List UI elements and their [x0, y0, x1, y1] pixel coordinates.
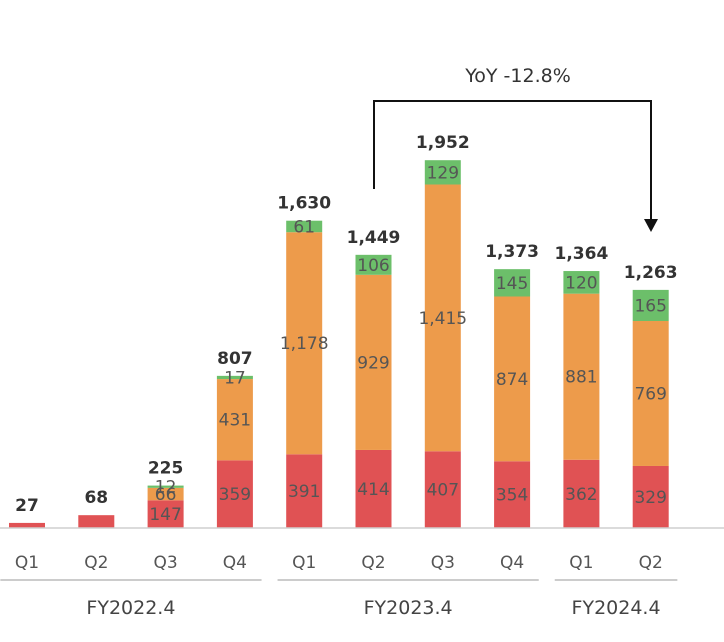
total-label-3: 807: [217, 349, 253, 369]
segment-label-green-3: 17: [224, 368, 246, 388]
fiscal-year-groups: FY2022.4 FY2023.4 FY2024.4: [0, 579, 678, 619]
segment-label-green-5: 106: [357, 256, 389, 276]
segment-label-red-2: 147: [149, 505, 181, 525]
total-label-2: 225: [148, 459, 184, 479]
bars-layer: [9, 160, 669, 528]
total-label-9: 1,263: [624, 263, 678, 283]
segment-label-orange-3: 431: [219, 411, 251, 431]
segment-label-orange-7: 874: [496, 370, 528, 390]
segment-label-orange-6: 1,415: [418, 309, 467, 329]
segment-label-red-8: 362: [565, 485, 597, 505]
bar-segment-red-4: [286, 454, 323, 528]
bar-segment-orange-9: [632, 321, 669, 466]
segment-label-orange-4: 1,178: [280, 334, 329, 354]
bar-segment-red-1: [78, 515, 115, 528]
bar-segment-red-6: [424, 451, 461, 528]
bar-segment-orange-6: [424, 184, 461, 452]
bar-segment-red-2: [147, 500, 184, 528]
group-label-2: FY2024.4: [572, 597, 661, 619]
segment-label-green-9: 165: [634, 296, 666, 316]
x-tick-2: Q3: [153, 553, 177, 573]
segment-label-green-7: 145: [496, 274, 528, 294]
x-tick-8: Q1: [569, 553, 593, 573]
segment-label-green-2: 12: [155, 478, 177, 498]
total-label-0: 27: [15, 496, 39, 516]
bar-segment-orange-8: [563, 293, 600, 460]
segment-label-red-7: 354: [496, 486, 528, 506]
total-label-7: 1,373: [485, 242, 539, 262]
x-tick-4: Q1: [292, 553, 316, 573]
x-tick-1: Q2: [84, 553, 108, 573]
bar-segment-red-3: [216, 460, 253, 528]
bar-segment-green-9: [632, 289, 669, 321]
bar-segment-green-7: [494, 269, 531, 297]
x-tick-9: Q2: [639, 553, 663, 573]
segment-label-orange-5: 929: [357, 353, 389, 373]
bar-segment-red-8: [563, 459, 600, 528]
yoy-arrow-line: [373, 100, 652, 222]
bar-segment-green-8: [563, 271, 600, 294]
segment-label-red-5: 414: [357, 480, 389, 500]
segment-label-orange-8: 881: [565, 368, 597, 388]
yoy-arrow-head: [644, 219, 658, 232]
segment-label-red-9: 329: [634, 488, 666, 508]
segment-label-orange-2: 66: [155, 485, 177, 505]
bar-segment-red-5: [355, 449, 392, 528]
x-tick-7: Q4: [500, 553, 524, 573]
segment-label-red-4: 391: [288, 482, 320, 502]
yoy-annotation: YoY -12.8%: [373, 65, 658, 232]
x-tick-0: Q1: [15, 553, 39, 573]
total-label-8: 1,364: [555, 244, 609, 264]
bar-segment-green-5: [355, 254, 392, 275]
bar-segment-red-0: [9, 522, 45, 528]
x-tick-labels: Q1 Q2 Q3 Q4 Q1 Q2 Q3 Q4 Q1 Q2: [15, 553, 663, 573]
total-label-6: 1,952: [416, 133, 470, 153]
x-tick-5: Q2: [361, 553, 385, 573]
bar-segment-red-9: [632, 465, 669, 528]
bar-segment-orange-3: [216, 379, 253, 461]
x-tick-3: Q4: [223, 553, 247, 573]
segment-label-orange-9: 769: [634, 384, 666, 404]
x-tick-6: Q3: [431, 553, 455, 573]
segment-label-green-8: 120: [565, 273, 597, 293]
bar-segment-green-2: [147, 485, 184, 488]
segment-label-red-6: 407: [427, 481, 459, 501]
bar-segment-orange-7: [494, 296, 531, 462]
segment-label-green-4: 61: [293, 217, 315, 237]
total-label-5: 1,449: [347, 228, 401, 248]
total-label-1: 68: [84, 488, 108, 508]
total-label-4: 1,630: [277, 194, 331, 214]
segment-label-red-3: 359: [219, 485, 251, 505]
bar-segment-orange-5: [355, 274, 392, 450]
group-label-0: FY2022.4: [86, 597, 175, 619]
bar-segment-green-6: [424, 160, 461, 185]
bar-segment-orange-4: [286, 232, 323, 455]
segment-label-green-6: 129: [427, 163, 459, 183]
yoy-annotation-text: YoY -12.8%: [464, 65, 571, 87]
bar-segment-green-3: [216, 375, 253, 380]
bar-segment-green-4: [286, 220, 323, 233]
bar-segment-red-7: [494, 461, 531, 528]
bar-segment-orange-2: [147, 487, 184, 501]
group-label-1: FY2023.4: [364, 597, 453, 619]
